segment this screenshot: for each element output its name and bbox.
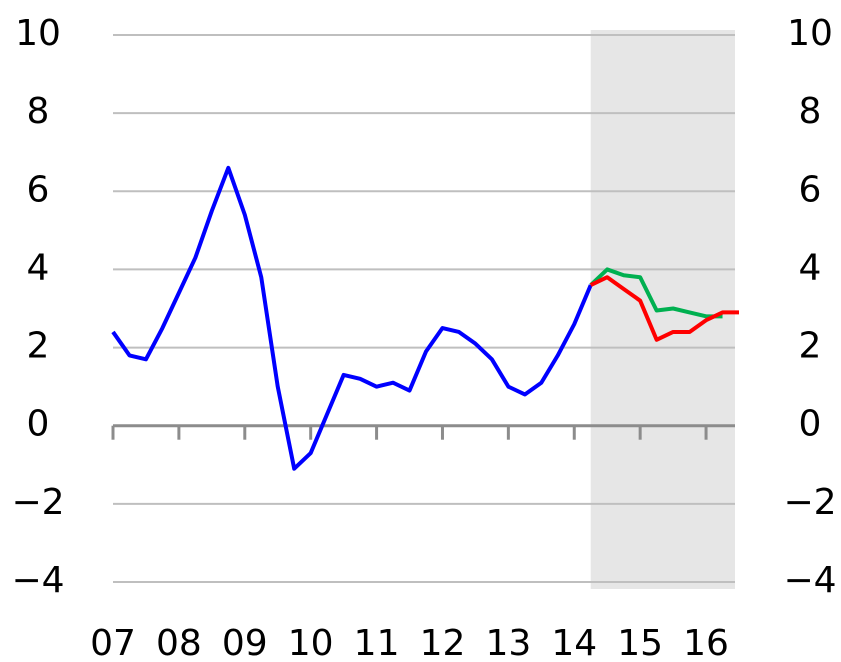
series-line: [589, 267, 723, 319]
x-tick-label: 09: [222, 623, 268, 662]
series-line: [589, 275, 739, 342]
x-tick-label: 11: [354, 623, 400, 662]
y2-tick-label: 0: [799, 404, 822, 445]
y2-tick-label: 6: [799, 169, 822, 210]
y-tick-label: 4: [27, 247, 50, 288]
y-tick-label: 6: [27, 169, 50, 210]
x-tick-label: 10: [288, 623, 334, 662]
y-tick-label: 8: [27, 91, 50, 132]
series-line: [111, 165, 593, 471]
y-tick-label: −4: [11, 560, 64, 601]
y2-tick-label: 10: [787, 13, 833, 54]
y-tick-label: −2: [11, 482, 64, 523]
x-tick-label: 12: [420, 623, 466, 662]
y2-tick-label: 2: [799, 326, 822, 367]
y-tick-label: 2: [27, 326, 50, 367]
x-tick-label: 15: [617, 623, 663, 662]
y-tick-label: 10: [15, 13, 61, 54]
x-tick-label: 13: [485, 623, 531, 662]
y2-tick-label: −2: [783, 482, 836, 523]
x-tick-label: 16: [683, 623, 729, 662]
x-tick-label: 08: [156, 623, 202, 662]
y2-tick-label: 4: [799, 247, 822, 288]
y-tick-label: 0: [27, 404, 50, 445]
y2-tick-label: 8: [799, 91, 822, 132]
x-tick-label: 14: [551, 623, 597, 662]
x-tick-label: 07: [90, 623, 136, 662]
y2-tick-label: −4: [783, 560, 836, 601]
